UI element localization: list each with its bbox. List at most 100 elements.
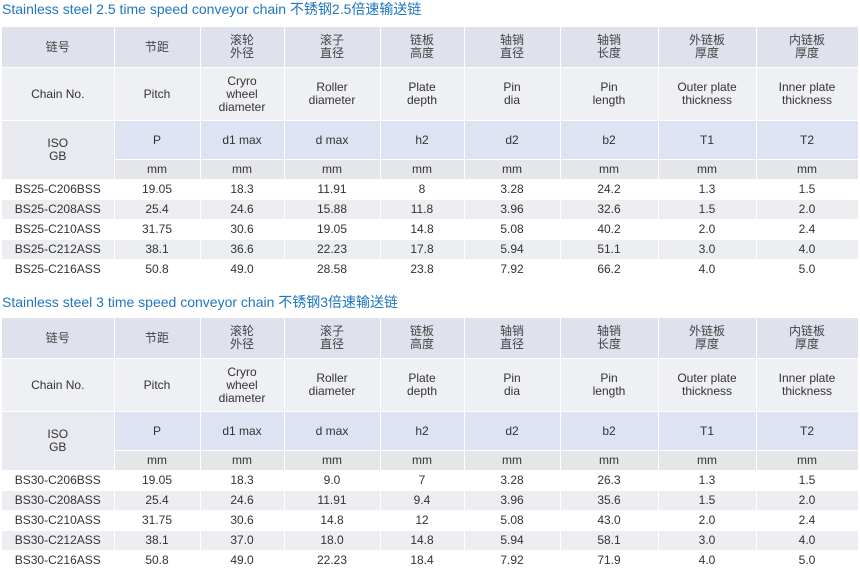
- value-cell: 1.5: [756, 179, 859, 200]
- header-line: Pin: [503, 80, 521, 94]
- value-cell: 31.75: [114, 510, 201, 531]
- header-cell-cn: 节距: [114, 318, 201, 359]
- chain-no-cell: BS25-C210ASS: [2, 219, 115, 240]
- value-cell: 11.8: [380, 199, 465, 220]
- value-cell: 24.6: [200, 490, 285, 511]
- value-cell: 49.0: [200, 259, 285, 280]
- header-cell-cn: 轴销 长度: [560, 318, 659, 359]
- value-cell: 1.3: [658, 470, 757, 491]
- value-cell: 32.6: [560, 199, 659, 220]
- chain-no-cell: BS30-C216ASS: [2, 550, 115, 571]
- header-line: thickness: [781, 384, 833, 398]
- header-cell-cn: 轴销 长度: [560, 27, 659, 68]
- value-cell: 4.0: [756, 530, 859, 551]
- header-row-unit: mm mm mm mm mm mm mm mm: [2, 159, 859, 180]
- header-line: depth: [406, 93, 438, 107]
- header-cell-en: Outer plate thickness: [658, 358, 757, 412]
- header-line: diameter: [308, 93, 356, 107]
- header-cell-en: Pin dia: [464, 358, 561, 412]
- value-cell: 5.94: [464, 239, 561, 260]
- chain-no-cell: BS25-C212ASS: [2, 239, 115, 260]
- header-line: Cryro: [227, 73, 257, 88]
- table-row: BS25-C216ASS 50.8 49.0 28.58 23.8 7.92 66.2 4.0…: [2, 259, 859, 280]
- header-row-en: Chain No. Pitch Cryro wheel diameter Roller di…: [2, 358, 859, 412]
- header-cell-cn: 内链板 厚度: [756, 27, 859, 68]
- header-cell-unit: mm: [658, 159, 757, 180]
- header-line: 直径: [499, 46, 524, 60]
- header-line: 直径: [319, 46, 344, 60]
- value-cell: 18.3: [200, 179, 285, 200]
- header-cell-en: Roller diameter: [284, 358, 381, 412]
- chain-no-cell: BS25-C206BSS: [2, 179, 115, 200]
- table-row: BS30-C206BSS 19.05 18.3 9.0 7 3.28 26.3 1.3 1.5: [2, 470, 859, 491]
- header-cell-unit: mm: [464, 450, 561, 471]
- header-cell-symbol: d max: [284, 411, 381, 451]
- value-cell: 58.1: [560, 530, 659, 551]
- value-cell: 9.0: [284, 470, 381, 491]
- value-cell: 36.6: [200, 239, 285, 260]
- header-cell-cn: 链板 高度: [380, 318, 465, 359]
- header-cell-cn: 外链板 厚度: [658, 318, 757, 359]
- header-line: Roller: [316, 371, 348, 385]
- header-line: 外链板: [688, 324, 725, 338]
- header-cell-cn: 轴销 直径: [464, 318, 561, 359]
- header-cell-en: Cryro wheel diameter: [200, 67, 285, 121]
- value-cell: 14.8: [380, 219, 465, 240]
- header-cell-unit: mm: [200, 159, 285, 180]
- header-cell-unit: mm: [756, 450, 859, 471]
- header-line: thickness: [681, 93, 733, 107]
- header-cell-symbol: b2: [560, 411, 659, 451]
- value-cell: 17.8: [380, 239, 465, 260]
- value-cell: 12: [380, 510, 465, 531]
- value-cell: 31.75: [114, 219, 201, 240]
- header-line: 节距: [144, 330, 169, 345]
- header-line: ISO: [47, 136, 69, 150]
- standards-cell: ISO GB: [2, 411, 115, 471]
- header-cell-symbol: d1 max: [200, 120, 285, 160]
- header-line: 长度: [596, 46, 621, 60]
- header-cell-en: Inner plate thickness: [756, 67, 859, 121]
- header-cell-unit: mm: [464, 159, 561, 180]
- header-cell-unit: mm: [756, 159, 859, 180]
- value-cell: 3.0: [658, 239, 757, 260]
- value-cell: 18.4: [380, 550, 465, 571]
- header-line: 滚轮: [229, 324, 254, 338]
- header-cell-cn: 节距: [114, 27, 201, 68]
- value-cell: 25.4: [114, 490, 201, 511]
- table-row: BS25-C210ASS 31.75 30.6 19.05 14.8 5.08 40.2 2.…: [2, 219, 859, 240]
- value-cell: 2.4: [756, 510, 859, 531]
- header-line: Chain No.: [31, 86, 85, 101]
- header-line: 高度: [409, 46, 434, 60]
- header-line: dia: [503, 384, 520, 398]
- header-line: thickness: [681, 384, 733, 398]
- value-cell: 1.5: [658, 490, 757, 511]
- header-cell-symbol: T2: [756, 411, 859, 451]
- header-line: 直径: [499, 337, 524, 351]
- header-line: Outer plate: [677, 371, 737, 385]
- value-cell: 2.0: [658, 219, 757, 240]
- value-cell: 7.92: [464, 259, 561, 280]
- standards-cell: ISO GB: [2, 120, 115, 180]
- header-cell-cn: 链号: [2, 318, 115, 359]
- value-cell: 1.5: [658, 199, 757, 220]
- value-cell: 24.6: [200, 199, 285, 220]
- header-cell-en: Roller diameter: [284, 67, 381, 121]
- table-row: BS25-C212ASS 38.1 36.6 22.23 17.8 5.94 51.1 3.0…: [2, 239, 859, 260]
- table-row: BS30-C216ASS 50.8 49.0 22.23 18.4 7.92 71.9 4.0…: [2, 550, 859, 571]
- header-row-en: Chain No. Pitch Cryro wheel diameter Roller di…: [2, 67, 859, 121]
- header-line: Inner plate: [778, 371, 836, 385]
- value-cell: 3.0: [658, 530, 757, 551]
- header-cell-en: Chain No.: [2, 358, 115, 412]
- chain-no-cell: BS30-C210ASS: [2, 510, 115, 531]
- header-line: 直径: [319, 337, 344, 351]
- header-line: Pitch: [143, 377, 171, 392]
- value-cell: 2.0: [756, 199, 859, 220]
- header-cell-symbol: d2: [464, 411, 561, 451]
- header-row-unit: mm mm mm mm mm mm mm mm: [2, 450, 859, 471]
- value-cell: 9.4: [380, 490, 465, 511]
- header-cell-en: Cryro wheel diameter: [200, 358, 285, 412]
- value-cell: 3.96: [464, 199, 561, 220]
- value-cell: 38.1: [114, 530, 201, 551]
